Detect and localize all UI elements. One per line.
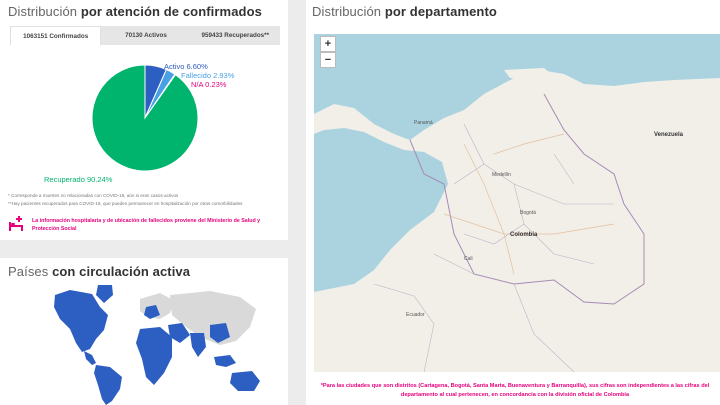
hospital-bed-icon — [9, 216, 23, 231]
label-na: N/A 0.23% — [191, 80, 227, 89]
india-shape — [190, 333, 206, 357]
middle-east-shape — [168, 323, 190, 343]
zoom-out-button[interactable]: − — [320, 52, 336, 68]
southeast-asia-shape — [214, 355, 236, 367]
road-lines — [443, 133, 615, 275]
europe-active-shape — [144, 305, 160, 319]
distribution-title: Distribución por atención de confirmados — [8, 4, 262, 19]
label-ecuador: Ecuador — [406, 312, 425, 318]
australia-shape — [230, 371, 260, 391]
dept-borders — [373, 123, 614, 372]
country-border — [409, 93, 645, 305]
distribution-card: Distribución por atención de confirmados… — [0, 0, 288, 240]
south-america-shape — [94, 365, 122, 405]
footnote-2: **Hay pacientes recuperados para COVID-1… — [8, 201, 243, 206]
tab-activos[interactable]: 70130 Activos — [125, 32, 167, 39]
label-panama: Panamá — [414, 120, 433, 126]
label-medellin: Medellín — [492, 172, 511, 178]
department-map[interactable]: + − Venezuela Colombia Panamá Ecuador Me… — [314, 34, 720, 372]
world-map — [54, 285, 260, 405]
info-row: La información hospitalaria y de ubicaci… — [8, 216, 270, 233]
label-bogota: Bogotá — [520, 210, 536, 216]
asia-shape — [170, 291, 256, 345]
status-pie-chart — [91, 64, 199, 172]
colombia-basemap — [314, 68, 720, 372]
status-tabs: 1063151 Confirmados 70130 Activos 959433… — [10, 26, 280, 45]
department-map-title: Distribución por departamento — [312, 4, 497, 19]
label-venezuela: Venezuela — [654, 132, 684, 138]
island-shape — [504, 68, 554, 80]
zoom-in-button[interactable]: + — [320, 36, 336, 52]
label-cali: Cali — [464, 256, 473, 262]
countries-card: Países con circulación activa — [0, 258, 288, 405]
africa-shape — [136, 327, 172, 385]
footnote-1: * Corresponde a muertes no relacionadas … — [8, 193, 179, 198]
department-map-card: Distribución por departamento + − Venezu… — [306, 0, 720, 405]
countries-title: Países con circulación activa — [8, 264, 191, 279]
north-america-shape — [54, 290, 108, 352]
pie-slice-recuperado[interactable] — [91, 64, 199, 172]
label-fallecido: Fallecido 2.93% — [181, 71, 235, 80]
tab-recuperados[interactable]: 959433 Recuperados** — [201, 32, 270, 39]
east-asia-shape — [210, 323, 230, 343]
info-text: La información hospitalaria y de ubicaci… — [32, 218, 261, 232]
map-footnote: *Para las ciudades que son distritos (Ca… — [320, 383, 710, 398]
label-activo: Activo 6.60% — [164, 62, 208, 71]
label-recuperado: Recuperado 90.24% — [44, 175, 113, 184]
tab-confirmados[interactable]: 1063151 Confirmados — [10, 26, 102, 45]
land-shape — [314, 70, 720, 372]
greenland-shape — [96, 285, 113, 303]
label-colombia: Colombia — [510, 232, 538, 238]
central-america-shape — [84, 351, 96, 365]
